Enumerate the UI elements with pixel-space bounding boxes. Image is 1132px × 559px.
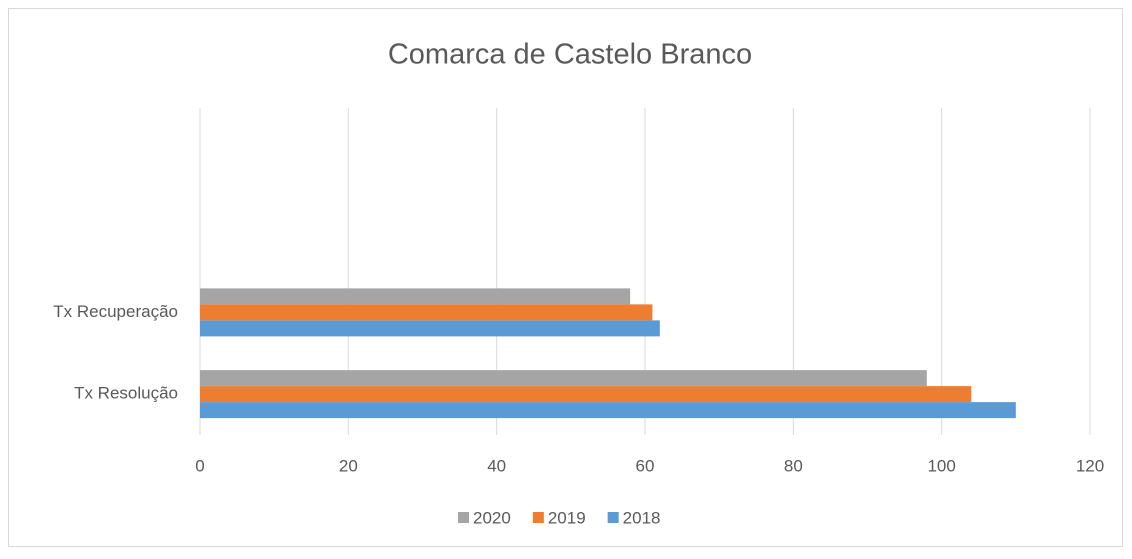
bar — [200, 370, 927, 387]
bar — [200, 320, 660, 337]
x-tick-label: 100 — [927, 456, 955, 475]
chart-frame — [8, 8, 1123, 547]
y-tick-label: Tx Recuperação — [53, 302, 178, 321]
legend-swatch — [458, 512, 469, 523]
x-tick-label: 0 — [195, 456, 204, 475]
legend-label: 2019 — [548, 508, 586, 527]
bar — [200, 288, 631, 305]
x-tick-label: 60 — [636, 456, 655, 475]
x-tick-label: 120 — [1076, 456, 1104, 475]
bar — [200, 386, 972, 403]
x-tick-label: 80 — [784, 456, 803, 475]
legend-label: 2020 — [473, 508, 511, 527]
chart-title: Comarca de Castelo Branco — [388, 39, 752, 71]
x-tick-label: 40 — [487, 456, 506, 475]
bar — [200, 402, 1016, 419]
bar — [200, 304, 653, 321]
legend-swatch — [607, 512, 619, 523]
x-tick-label: 20 — [339, 456, 358, 475]
y-tick-label: Tx Resolução — [74, 384, 178, 403]
legend-swatch — [532, 512, 544, 523]
legend-label: 2018 — [623, 508, 661, 527]
